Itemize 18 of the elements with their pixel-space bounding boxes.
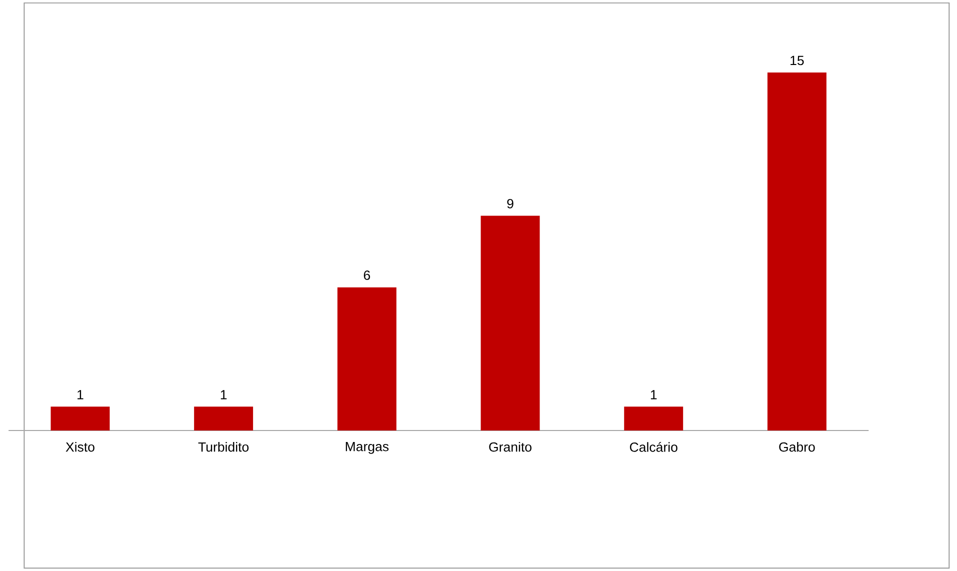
bar bbox=[337, 287, 396, 430]
x-tick-label: Calcário bbox=[630, 442, 678, 452]
data-label: 6 bbox=[364, 270, 370, 280]
data-label: 15 bbox=[790, 56, 804, 66]
data-label: 1 bbox=[78, 390, 84, 400]
x-tick-label: Xisto bbox=[66, 442, 94, 452]
data-label: 1 bbox=[650, 390, 657, 400]
bar bbox=[194, 406, 254, 430]
x-tick-label: Gabro bbox=[779, 442, 815, 452]
bar bbox=[480, 216, 540, 430]
x-tick-label: Granito bbox=[489, 442, 532, 452]
bar bbox=[767, 72, 826, 430]
data-label: 1 bbox=[220, 390, 227, 400]
x-tick-label: Turbidito bbox=[198, 442, 249, 452]
bar bbox=[50, 406, 110, 430]
x-tick-label: Margas bbox=[346, 442, 389, 454]
bar bbox=[624, 406, 684, 430]
data-label: 9 bbox=[507, 198, 514, 208]
